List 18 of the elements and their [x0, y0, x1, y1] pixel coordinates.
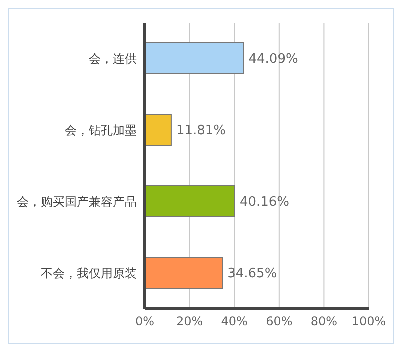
y-tick-label: 会，连供	[89, 52, 137, 66]
bar	[145, 186, 236, 218]
data-label: 44.09%	[248, 52, 298, 68]
bar	[145, 42, 244, 75]
y-tick-label: 会，购买国产兼容产品	[17, 195, 137, 210]
x-tick-label: 0%	[135, 314, 155, 329]
x-tick-label: 20%	[176, 314, 204, 329]
x-tick-label: 60%	[266, 314, 293, 329]
data-label: 40.16%	[240, 195, 290, 210]
bar	[145, 114, 172, 146]
bar	[145, 257, 224, 290]
y-tick-label: 不会，我仅用原装	[41, 266, 137, 281]
x-tick-label: 100%	[352, 314, 386, 329]
data-label: 11.81%	[176, 124, 226, 139]
x-tick-label: 40%	[221, 314, 248, 329]
y-tick-label: 会，钻孔加墨	[65, 124, 137, 138]
data-label: 34.65%	[228, 266, 278, 282]
x-tick-label: 80%	[310, 314, 338, 329]
